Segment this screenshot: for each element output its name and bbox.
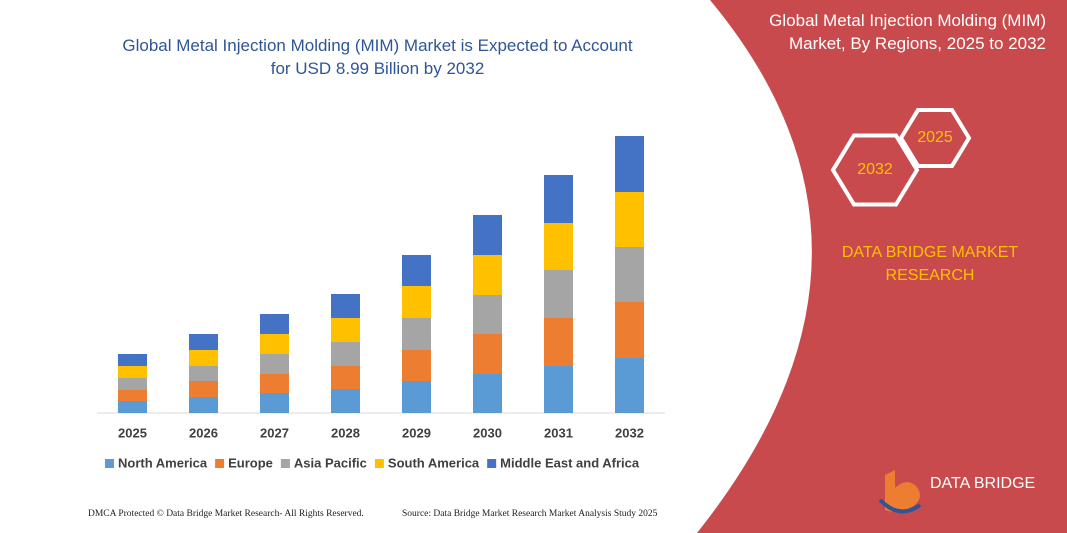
bar-segment bbox=[544, 366, 573, 413]
legend-swatch bbox=[487, 459, 497, 468]
bar-segment bbox=[331, 342, 360, 366]
panel-title: Global Metal Injection Molding (MIM) Mar… bbox=[769, 11, 1046, 53]
x-tick-label: 2025 bbox=[118, 425, 147, 440]
hex-label: 2032 bbox=[857, 161, 893, 178]
bar-segment bbox=[544, 223, 573, 270]
x-tick-label: 2028 bbox=[331, 425, 360, 440]
bar-segment bbox=[118, 378, 147, 390]
legend-label: Europe bbox=[228, 455, 273, 470]
bar-segment bbox=[331, 294, 360, 318]
bar-segment bbox=[544, 175, 573, 223]
bar-segment bbox=[615, 136, 644, 192]
legend-swatch bbox=[280, 459, 290, 468]
x-tick-label: 2027 bbox=[260, 425, 289, 440]
bar-segment bbox=[473, 374, 502, 413]
legend-label: South America bbox=[388, 455, 480, 470]
logo-icon bbox=[878, 470, 922, 514]
bar-segment bbox=[189, 350, 218, 366]
legend-label: Middle East and Africa bbox=[500, 455, 640, 470]
x-tick-label: 2031 bbox=[544, 425, 573, 440]
hexagon bbox=[830, 133, 920, 207]
legend-label: Asia Pacific bbox=[294, 455, 367, 470]
bar-segment bbox=[260, 393, 289, 413]
side-panel bbox=[697, 0, 1067, 533]
bar-segment bbox=[473, 334, 502, 374]
bar-segment bbox=[402, 286, 431, 318]
bar-segment bbox=[331, 318, 360, 342]
x-tick-label: 2032 bbox=[615, 425, 644, 440]
bar-segment bbox=[260, 314, 289, 334]
legend-swatch bbox=[215, 459, 225, 468]
bar-segment bbox=[118, 354, 147, 366]
bar-segment bbox=[189, 334, 218, 350]
footer-right: Source: Data Bridge Market Research Mark… bbox=[402, 509, 658, 519]
bar-segment bbox=[118, 401, 147, 413]
bar-segment bbox=[544, 318, 573, 366]
bar-segment bbox=[615, 358, 644, 413]
bar-segment bbox=[331, 366, 360, 389]
x-tick-label: 2029 bbox=[402, 425, 431, 440]
bar-segment bbox=[544, 270, 573, 318]
legend-swatch bbox=[374, 459, 384, 468]
bar-segment bbox=[260, 354, 289, 374]
footer-left: DMCA Protected © Data Bridge Market Rese… bbox=[88, 509, 364, 519]
hex-label: 2025 bbox=[917, 129, 953, 146]
bar-segment bbox=[615, 192, 644, 247]
bar-segment bbox=[402, 255, 431, 286]
bar-segment bbox=[615, 302, 644, 358]
legend-label: North America bbox=[118, 455, 208, 470]
bar-segment bbox=[402, 318, 431, 350]
brand-text: DATA BRIDGE MARKET RESEARCH bbox=[841, 244, 1019, 284]
bar-segment bbox=[402, 350, 431, 381]
bar-segment bbox=[615, 247, 644, 302]
bar-segment bbox=[118, 366, 147, 378]
bar-segment bbox=[260, 374, 289, 393]
bar-segment bbox=[189, 366, 218, 381]
hexagon bbox=[898, 108, 972, 168]
x-tick-label: 2030 bbox=[473, 425, 502, 440]
bar-segment bbox=[189, 381, 218, 397]
logo-name: DATA BRIDGE bbox=[930, 475, 1035, 492]
bar-segment bbox=[402, 381, 431, 413]
bar-segment bbox=[189, 397, 218, 413]
bar-segment bbox=[260, 334, 289, 354]
bar-segment bbox=[473, 295, 502, 334]
bar-segment bbox=[473, 255, 502, 295]
bar-segment bbox=[331, 389, 360, 413]
chart-title: Global Metal Injection Molding (MIM) Mar… bbox=[122, 36, 633, 78]
bar-segment bbox=[118, 390, 147, 401]
x-tick-label: 2026 bbox=[189, 425, 218, 440]
bar-segment bbox=[473, 215, 502, 255]
legend-swatch bbox=[105, 459, 114, 468]
